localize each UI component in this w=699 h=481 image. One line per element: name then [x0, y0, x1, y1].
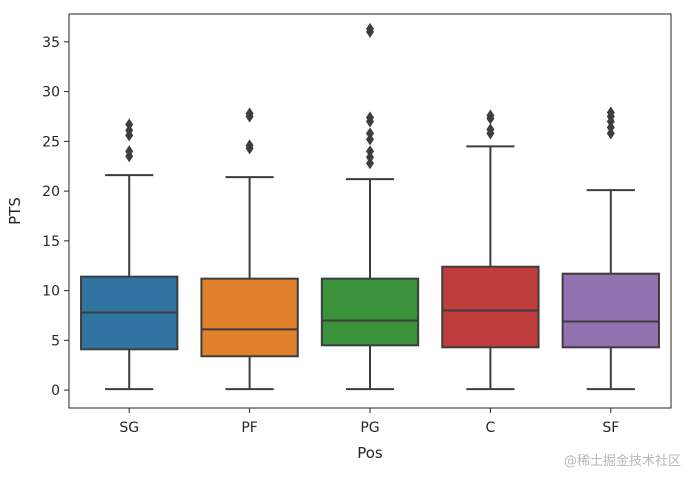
- x-tick-label: PG: [360, 420, 379, 436]
- x-axis: SG PF PG C SF: [119, 408, 619, 436]
- y-tick-label: 15: [42, 234, 60, 250]
- plot-area: [80, 22, 660, 391]
- y-tick-label: 20: [42, 184, 60, 200]
- box-sf: [561, 106, 660, 391]
- x-tick-label: SG: [119, 420, 139, 436]
- plot-frame: [68, 13, 672, 409]
- outlier-point: [486, 123, 495, 136]
- x-tick-label: SF: [602, 420, 619, 436]
- outlier-point: [245, 139, 254, 152]
- box-iqr: [200, 277, 299, 358]
- y-tick-label: 35: [42, 35, 60, 51]
- y-tick-label: 30: [42, 85, 60, 101]
- outlier-point: [245, 107, 254, 120]
- x-axis-label: Pos: [357, 444, 383, 462]
- y-tick-label: 5: [51, 333, 60, 349]
- y-tick-label: 0: [51, 383, 60, 399]
- y-axis: 0 5 10 15 20 25 30 35: [42, 35, 69, 399]
- outlier-point: [125, 118, 134, 131]
- outlier-point: [366, 145, 374, 158]
- box-sg: [80, 118, 179, 391]
- y-tick-label: 25: [42, 134, 60, 150]
- outlier-point: [606, 106, 615, 119]
- box-iqr: [320, 277, 420, 347]
- box-iqr: [441, 265, 540, 349]
- box-pg: [320, 22, 420, 391]
- outlier-point: [486, 109, 495, 122]
- outlier-point: [366, 111, 374, 124]
- box-iqr: [561, 272, 660, 349]
- box-pf: [200, 107, 299, 391]
- y-axis-label: PTS: [6, 197, 24, 225]
- watermark: @稀土掘金技术社区: [563, 454, 681, 469]
- outlier-point: [366, 22, 374, 35]
- x-tick-label: C: [486, 420, 496, 436]
- outlier-point: [125, 145, 134, 158]
- box-c: [441, 109, 540, 391]
- outlier-point: [366, 127, 374, 140]
- y-tick-label: 10: [42, 284, 60, 300]
- x-tick-label: PF: [241, 420, 258, 436]
